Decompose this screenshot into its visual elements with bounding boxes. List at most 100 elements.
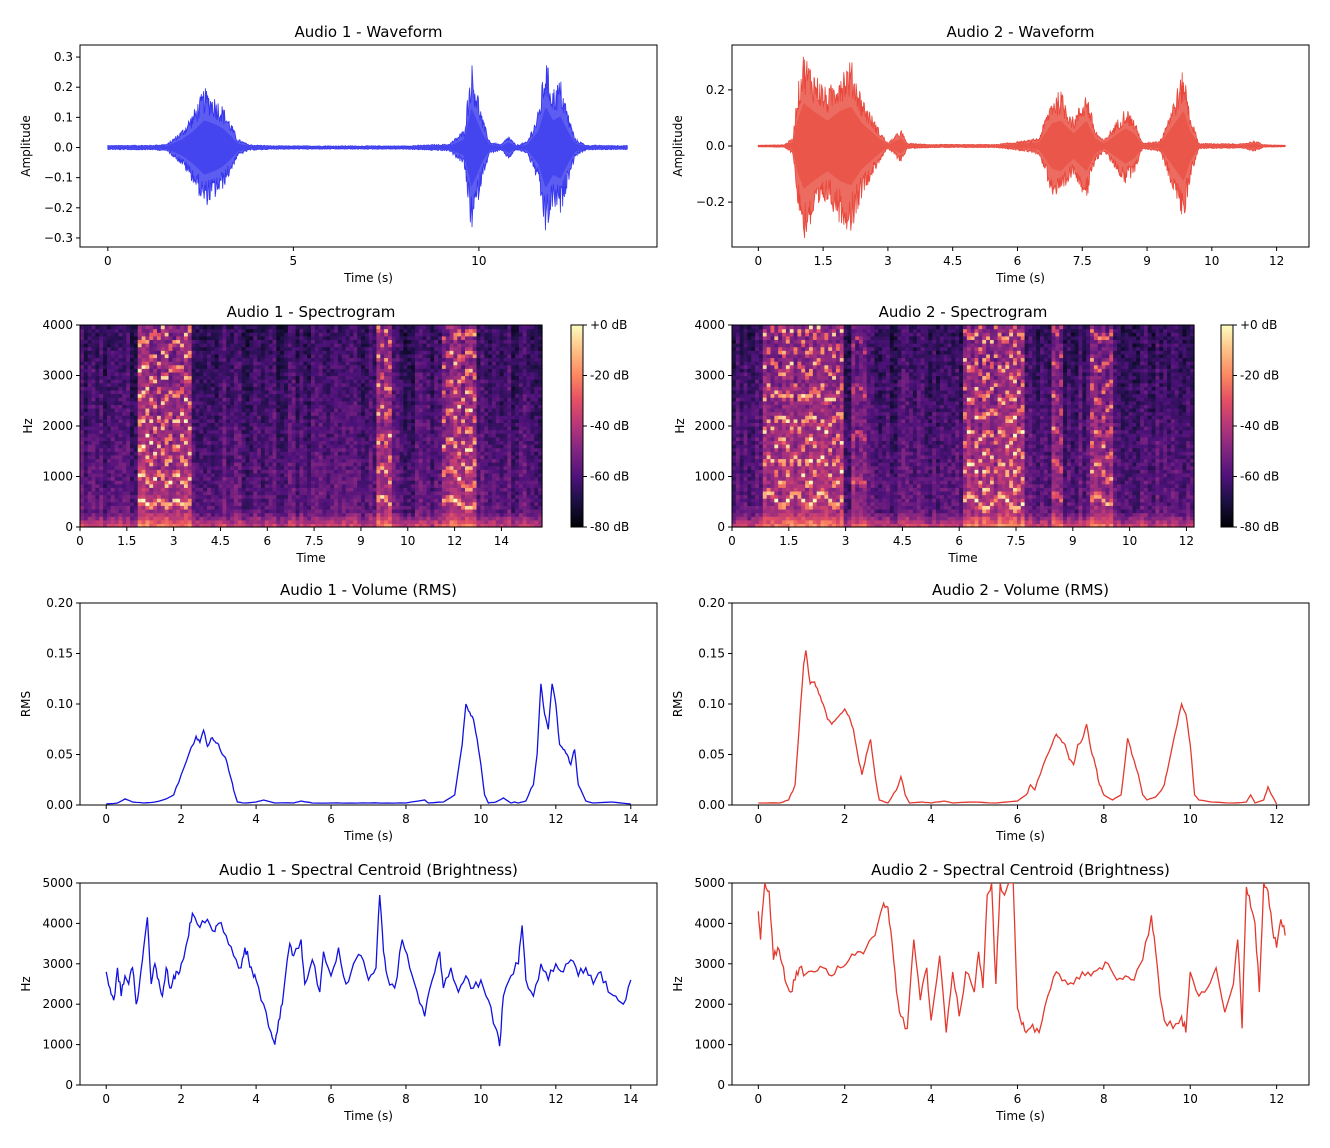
a2-spec-heatmap (732, 325, 1195, 528)
a1-rms-xtick-label: 12 (548, 812, 563, 826)
a2-rms-xtick-label: 8 (1100, 812, 1108, 826)
a2-rms-ytick-label: 0.20 (698, 596, 725, 610)
a1-cent-ylabel: Hz (19, 976, 33, 991)
a1-rms-frame (79, 602, 658, 806)
a2-spec-xtick-label: 4.5 (893, 534, 912, 548)
a2-cent-ytick-label: 4000 (694, 916, 725, 930)
a1-cent-ytick-label: 4000 (42, 916, 73, 930)
a2-spec-xtick-label: 12 (1179, 534, 1194, 548)
a1-spec-xtick-label: 14 (494, 534, 509, 548)
a2-cent-xtick-label: 6 (1014, 1092, 1022, 1106)
a2-rms-xtick-label: 4 (927, 812, 935, 826)
a1-cent-xtick-label: 14 (623, 1092, 638, 1106)
a1-cent-xtick-label: 2 (177, 1092, 185, 1106)
a2-rms-frame (731, 602, 1310, 806)
a1-wave-xtick-label: 10 (471, 254, 486, 268)
a1-spec-xtick-label: 6 (263, 534, 271, 548)
a1-rms-series-line (106, 683, 631, 805)
a2-rms-ytick-label: 0.10 (698, 697, 725, 711)
a1-spec-colorbar-bar (570, 324, 584, 528)
a1-cent-ytick-label: 2000 (42, 997, 73, 1011)
a1-spec-title: Audio 1 - Spectrogram (227, 303, 396, 321)
a2-wave-ylabel: Amplitude (671, 115, 685, 177)
a2-wave-title: Audio 2 - Waveform (946, 23, 1094, 41)
a1-cent-xtick-label: 10 (473, 1092, 488, 1106)
a2-wave-waveform-core (758, 103, 1286, 189)
a1-rms-ytick-label: 0.00 (46, 798, 73, 812)
a2-rms-series-line (758, 650, 1278, 805)
a2-cent-series-line (757, 883, 1286, 1035)
a1-cent-xtick-label: 12 (548, 1092, 563, 1106)
a2-wave-xlabel: Time (s) (995, 271, 1045, 285)
a2-rms-chart: Audio 2 - Volume (RMS) 0 2 4 6 8 10 12 0.00 0.05 0… (671, 581, 1310, 843)
a2-spec-xtick-label: 10 (1122, 534, 1137, 548)
a1-cent-ytick-label: 1000 (42, 1038, 73, 1052)
a1-cent-xtick-label: 4 (252, 1092, 260, 1106)
a1-spec-ytick-label: 1000 (42, 470, 73, 484)
a1-spec-colorbar-label: -40 dB (590, 419, 629, 433)
a2-cent-chart: Audio 2 - Spectral Centroid (Brightness)… (671, 861, 1310, 1123)
a2-cent-ylabel: Hz (671, 976, 685, 991)
a1-rms-chart: Audio 1 - Volume (RMS) 0 2 4 6 8 10 12 14 0.00 0.0… (19, 581, 658, 843)
a2-wave-xtick-label: 7.5 (1073, 254, 1092, 268)
a2-spec-ylabel: Hz (673, 418, 687, 433)
a1-rms-ytick-label: 0.05 (46, 748, 73, 762)
a2-spec-colorbar-label: -20 dB (1240, 369, 1279, 383)
a2-rms-xtick-label: 6 (1014, 812, 1022, 826)
a1-cent-xlabel: Time (s) (343, 1109, 393, 1123)
a2-rms-xtick-label: 10 (1183, 812, 1198, 826)
a1-cent-xtick-label: 0 (102, 1092, 110, 1106)
a1-rms-ytick-label: 0.20 (46, 596, 73, 610)
a2-rms-ytick-label: 0.05 (698, 748, 725, 762)
a2-spec-xlabel: Time (947, 551, 977, 565)
a2-rms-ytick-label: 0.00 (698, 798, 725, 812)
a2-wave-xtick-label: 3 (884, 254, 892, 268)
a2-spec-colorbar-label: -80 dB (1240, 520, 1279, 534)
a1-cent-chart: Audio 1 - Spectral Centroid (Brightness)… (19, 861, 658, 1123)
a2-spec-colorbar-label: -40 dB (1240, 419, 1279, 433)
a1-rms-xtick-label: 0 (102, 812, 110, 826)
a1-cent-ytick-label: 5000 (42, 876, 73, 890)
a1-spec-ytick-label: 0 (65, 520, 73, 534)
a1-spec-xlabel: Time (295, 551, 325, 565)
a1-spec-colorbar-label: +0 dB (590, 318, 627, 332)
a1-spec-xtick-label: 4.5 (211, 534, 230, 548)
a2-spec-xtick-label: 1.5 (779, 534, 798, 548)
a2-cent-ytick-label: 5000 (694, 876, 725, 890)
a1-cent-ytick-label: 3000 (42, 957, 73, 971)
a2-spec-colorbar-bar (1220, 324, 1234, 528)
a1-rms-title: Audio 1 - Volume (RMS) (280, 581, 457, 599)
a1-spec-ytick-label: 2000 (42, 419, 73, 433)
a1-rms-xtick-label: 2 (177, 812, 185, 826)
a2-wave-xtick-label: 9 (1143, 254, 1151, 268)
a2-spec-ytick-label: 2000 (694, 419, 725, 433)
a2-cent-ytick-label: 2000 (694, 997, 725, 1011)
a2-cent-frame (731, 882, 1310, 1086)
a1-spec-xtick-label: 12 (447, 534, 462, 548)
a2-spec-xtick-label: 7.5 (1006, 534, 1025, 548)
a2-spec-colorbar-label: -60 dB (1240, 470, 1279, 484)
a1-rms-ylabel: RMS (19, 691, 33, 717)
a2-cent-xtick-label: 4 (927, 1092, 935, 1106)
a1-rms-xtick-label: 8 (402, 812, 410, 826)
a2-wave-chart: Audio 2 - Waveform 0 1.5 3 4.5 6 7.5 9 10 12 0.2 0.… (671, 23, 1310, 285)
a2-cent-xtick-label: 10 (1183, 1092, 1198, 1106)
a2-rms-ytick-label: 0.15 (698, 647, 725, 661)
a2-spec-ytick-label: 4000 (694, 318, 725, 332)
a2-rms-title: Audio 2 - Volume (RMS) (932, 581, 1109, 599)
a2-spec-xtick-label: 3 (842, 534, 850, 548)
a1-spec-ytick-label: 3000 (42, 369, 73, 383)
a2-spec-xtick-label: 6 (955, 534, 963, 548)
a1-rms-xtick-label: 6 (327, 812, 335, 826)
a1-spec-xtick-label: 3 (170, 534, 178, 548)
a1-spec-xtick-label: 7.5 (305, 534, 324, 548)
a2-spec-colorbar-label: +0 dB (1240, 318, 1277, 332)
a1-spec-chart: Audio 1 - Spectrogram 0 1.5 3 4.5 6 7.5 9 10 12 14… (21, 303, 629, 565)
a1-spec-colorbar-label: -80 dB (590, 520, 629, 534)
a1-rms-ytick-label: 0.10 (46, 697, 73, 711)
a1-wave-ytick-label: 0.2 (54, 80, 73, 94)
a2-cent-xlabel: Time (s) (995, 1109, 1045, 1123)
a1-cent-title: Audio 1 - Spectral Centroid (Brightness) (219, 861, 518, 879)
a1-spec-xtick-label: 9 (357, 534, 365, 548)
